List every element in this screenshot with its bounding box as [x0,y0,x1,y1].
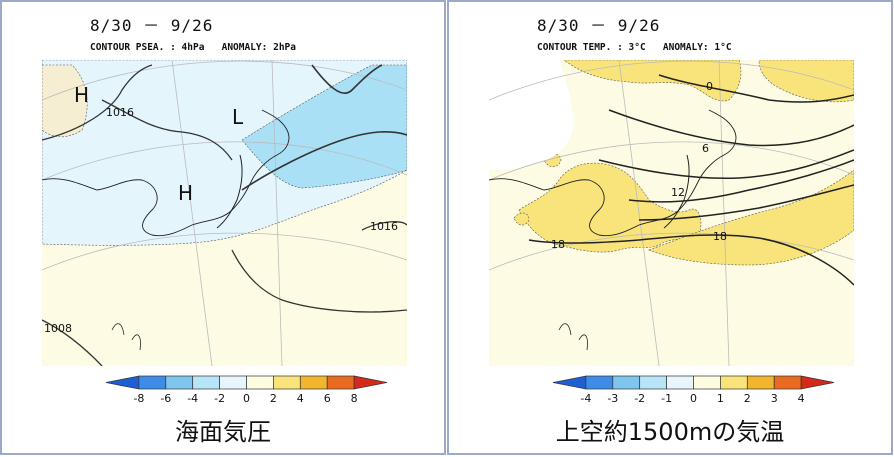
anomaly-value: 2hPa [273,42,296,53]
isobar [42,319,103,366]
isobar [101,99,233,161]
anomaly-label: ANOMALY: [662,42,709,53]
isotherm-label: 18 [713,230,727,243]
isotherm [658,74,854,103]
anomaly-area-positive [42,64,88,138]
coastline-islands [111,323,141,351]
colorbar-tick-label: -2 [214,392,225,405]
colorbar-tick-label: -8 [133,392,144,405]
coastline-asia [42,109,290,237]
contour-value-label: 1016 [106,106,134,119]
colorbar-tick-label: 4 [297,392,304,405]
high-pressure-label: H [74,83,89,107]
colorbar-segment [299,375,328,390]
colorbar-tick-label: -4 [187,392,198,405]
colorbar-tick-label: 0 [690,392,697,405]
anomaly-area-warm [513,212,530,226]
colorbar-tick-label: 1 [717,392,724,405]
anomaly-label: ANOMALY: [221,42,268,53]
isobar [361,221,407,231]
high-pressure-label: H [178,181,193,205]
contour-value: 4hPa [181,42,205,53]
contour-info: CONTOUR PSEA. : 4hPa ANOMALY: 2hPa [90,42,296,53]
colorbar-segment [165,375,194,390]
colorbar-segment [585,375,614,390]
contour-label: CONTOUR TEMP. : [537,42,623,53]
colorbar-tick-label: -1 [661,392,672,405]
colorbar-segment [192,375,220,390]
colorbar-segment [353,375,388,390]
anomaly-area-strong [241,64,407,189]
no-data-area [489,60,574,170]
coastline-islands [558,323,588,351]
colorbar: -8 -6 -4 -2 0 2 4 6 8 [105,375,388,405]
isotherm-label: 12 [671,186,685,199]
isotherm-label: 0 [706,80,713,93]
colorbar-segment [138,375,167,390]
colorbar-segment [273,375,301,390]
colorbar-segment [219,375,247,390]
coastline-japan [663,154,690,229]
colorbar-segment [773,375,802,390]
colorbar-segment [326,375,355,390]
isobar [231,249,407,313]
colorbar-tick-label: 3 [771,392,778,405]
date-range: 8/30 － 9/26 [90,16,214,35]
anomaly-area-warm [563,60,742,102]
colorbar-segment [552,375,587,390]
coastline-japan [216,154,243,229]
colorbar-tick-label: -3 [607,392,618,405]
colorbar-tick-label: 2 [744,392,751,405]
contour-label: CONTOUR PSEA. : [90,42,176,53]
panel-caption: 上空約1500mの気温 [555,418,785,446]
coastline-asia [489,109,737,237]
colorbar-segment [246,375,274,390]
temperature-map: 0 6 12 18 18 [489,60,854,366]
isotherm [638,184,854,221]
isotherm [628,159,854,203]
anomaly-area-warm [758,60,854,103]
colorbar-tick-label: -4 [580,392,591,405]
isobar [42,64,153,141]
isobar [241,130,407,191]
colorbar-tick-label: 4 [798,392,805,405]
colorbar-segment [105,375,140,390]
date-range: 8/30 － 9/26 [537,16,661,35]
anomaly-area-warm [648,169,854,266]
isotherm-label: 6 [702,142,709,155]
colorbar-segment [800,375,835,390]
colorbar-segment [693,375,721,390]
isotherm [608,109,854,147]
contour-info: CONTOUR TEMP. : 3°C ANOMALY: 1°C [537,42,732,53]
sea-level-pressure-panel: 8/30 － 9/26 CONTOUR PSEA. : 4hPa ANOMALY… [0,0,446,455]
colorbar-segment [720,375,748,390]
colorbar: -4 -3 -2 -1 0 1 2 3 4 [552,375,835,405]
colorbar-tick-label: 6 [324,392,331,405]
isotherm-label: 18 [551,238,565,251]
contour-value-label: 1016 [370,220,398,233]
panel-caption: 海面気圧 [175,418,271,446]
colorbar-tick-label: -2 [634,392,645,405]
colorbar-segment [746,375,775,390]
contour-value: 3°C [628,42,646,53]
anomaly-area-warm [518,162,702,253]
colorbar-segment [666,375,694,390]
colorbar-segment [639,375,667,390]
colorbar-segment [612,375,641,390]
isotherm [598,149,854,180]
colorbar-tick-label: 2 [270,392,277,405]
isotherm [528,234,854,286]
colorbar-tick-label: 0 [243,392,250,405]
colorbar-tick-label: 8 [351,392,358,405]
anomaly-value: 1°C [714,42,732,53]
colorbar-tick-label: -6 [160,392,171,405]
temperature-panel: 8/30 － 9/26 CONTOUR TEMP. : 3°C ANOMALY:… [447,0,893,455]
low-pressure-label: L [232,105,244,129]
pressure-map: H L H 1016 1016 1008 [42,60,407,366]
isobar [311,64,383,94]
contour-value-label: 1008 [44,322,72,335]
